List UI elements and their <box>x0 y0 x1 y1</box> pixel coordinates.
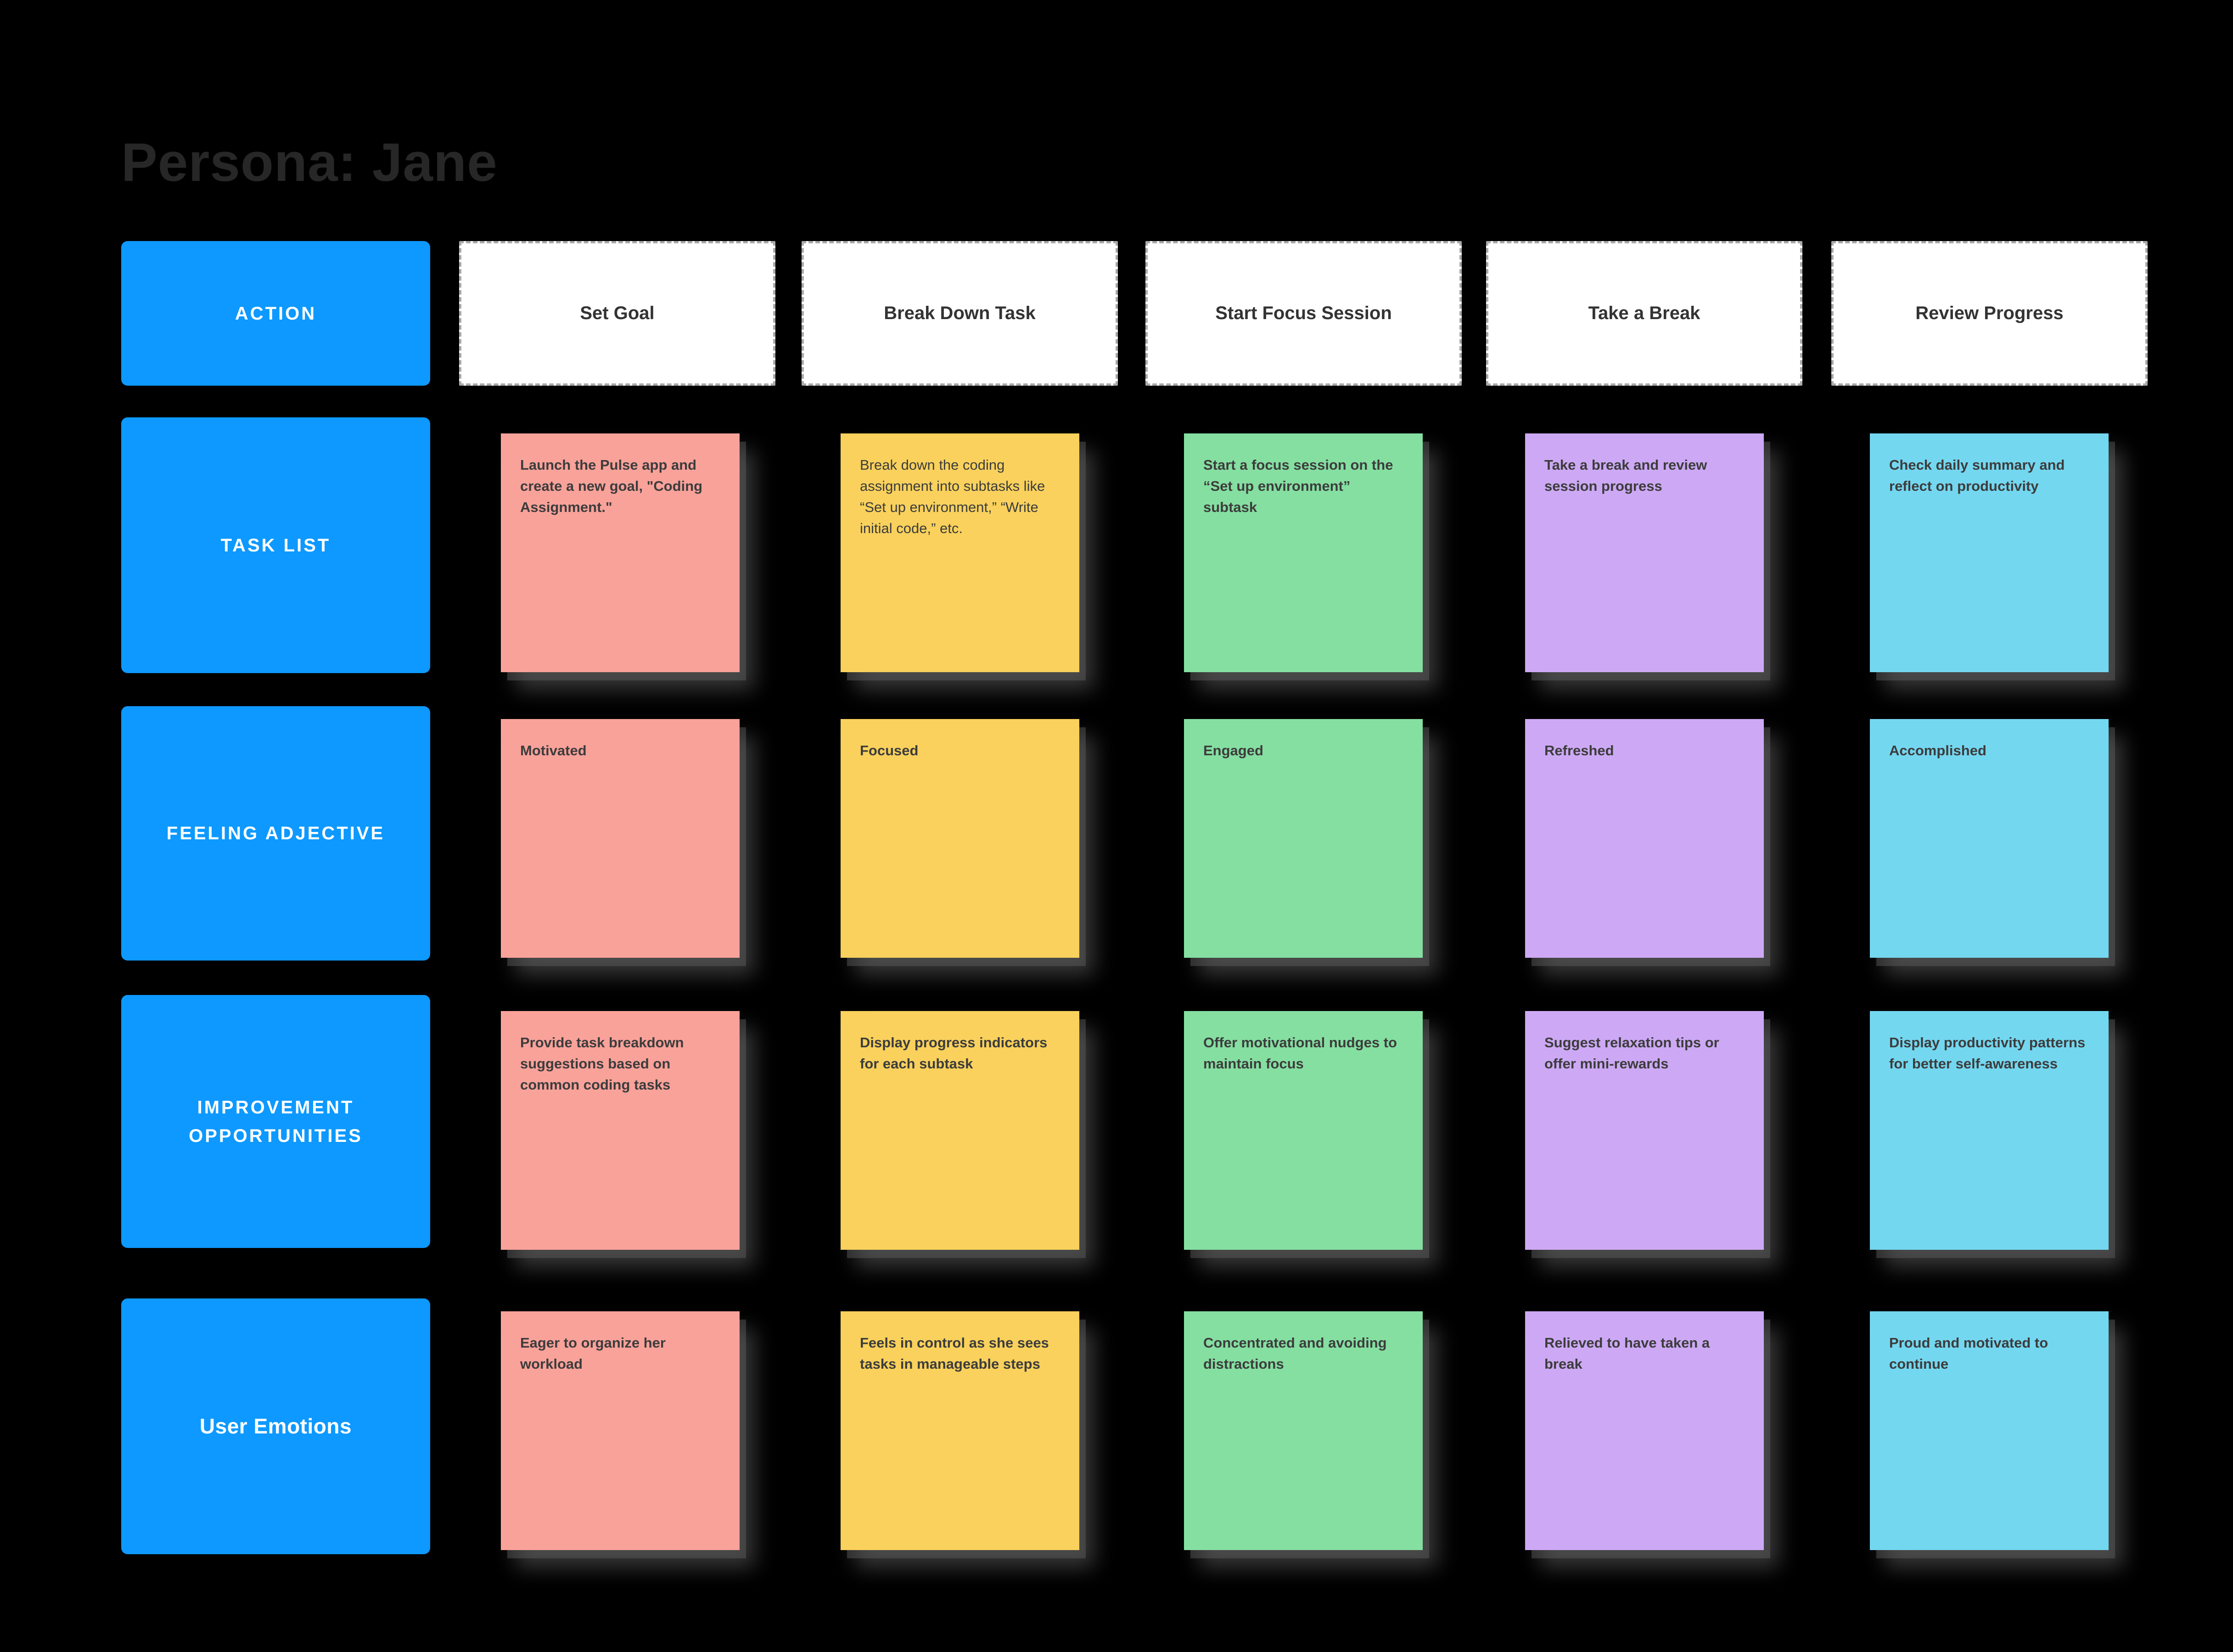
sticky-note[interactable]: Launch the Pulse app and create a new go… <box>501 433 740 672</box>
sticky-note[interactable]: Break down the coding assignment into su… <box>841 433 1079 672</box>
sticky-note[interactable]: Start a focus session on the “Set up env… <box>1184 433 1423 672</box>
column-header-take-a-break[interactable]: Take a Break <box>1486 241 1802 386</box>
sticky-note[interactable]: Proud and motivated to continue <box>1870 1311 2109 1550</box>
sticky-note[interactable]: Focused <box>841 719 1079 958</box>
sticky-note[interactable]: Refreshed <box>1525 719 1764 958</box>
column-header-start-focus-session[interactable]: Start Focus Session <box>1145 241 1462 386</box>
sticky-note[interactable]: Engaged <box>1184 719 1423 958</box>
row-header-improvement-opportunities[interactable]: IMPROVEMENT OPPORTUNITIES <box>121 995 430 1248</box>
column-header-break-down-task[interactable]: Break Down Task <box>802 241 1118 386</box>
sticky-note[interactable]: Accomplished <box>1870 719 2109 958</box>
sticky-note[interactable]: Eager to organize her workload <box>501 1311 740 1550</box>
column-header-review-progress[interactable]: Review Progress <box>1831 241 2148 386</box>
board-title: Persona: Jane <box>121 132 498 193</box>
sticky-note[interactable]: Concentrated and avoiding distractions <box>1184 1311 1423 1550</box>
row-header-task-list[interactable]: TASK LIST <box>121 417 430 673</box>
sticky-note[interactable]: Display progress indicators for each sub… <box>841 1011 1079 1250</box>
sticky-note[interactable]: Check daily summary and reflect on produ… <box>1870 433 2109 672</box>
column-header-set-goal[interactable]: Set Goal <box>459 241 775 386</box>
sticky-note[interactable]: Take a break and review session progress <box>1525 433 1764 672</box>
sticky-note[interactable]: Feels in control as she sees tasks in ma… <box>841 1311 1079 1550</box>
sticky-note[interactable]: Offer motivational nudges to maintain fo… <box>1184 1011 1423 1250</box>
sticky-note[interactable]: Provide task breakdown suggestions based… <box>501 1011 740 1250</box>
row-header-feeling-adjective[interactable]: FEELING ADJECTIVE <box>121 706 430 961</box>
sticky-note[interactable]: Suggest relaxation tips or offer mini-re… <box>1525 1011 1764 1250</box>
sticky-note[interactable]: Motivated <box>501 719 740 958</box>
row-header-action[interactable]: ACTION <box>121 241 430 386</box>
sticky-note[interactable]: Relieved to have taken a break <box>1525 1311 1764 1550</box>
sticky-note[interactable]: Display productivity patterns for better… <box>1870 1011 2109 1250</box>
row-header-user-emotions[interactable]: User Emotions <box>121 1298 430 1554</box>
